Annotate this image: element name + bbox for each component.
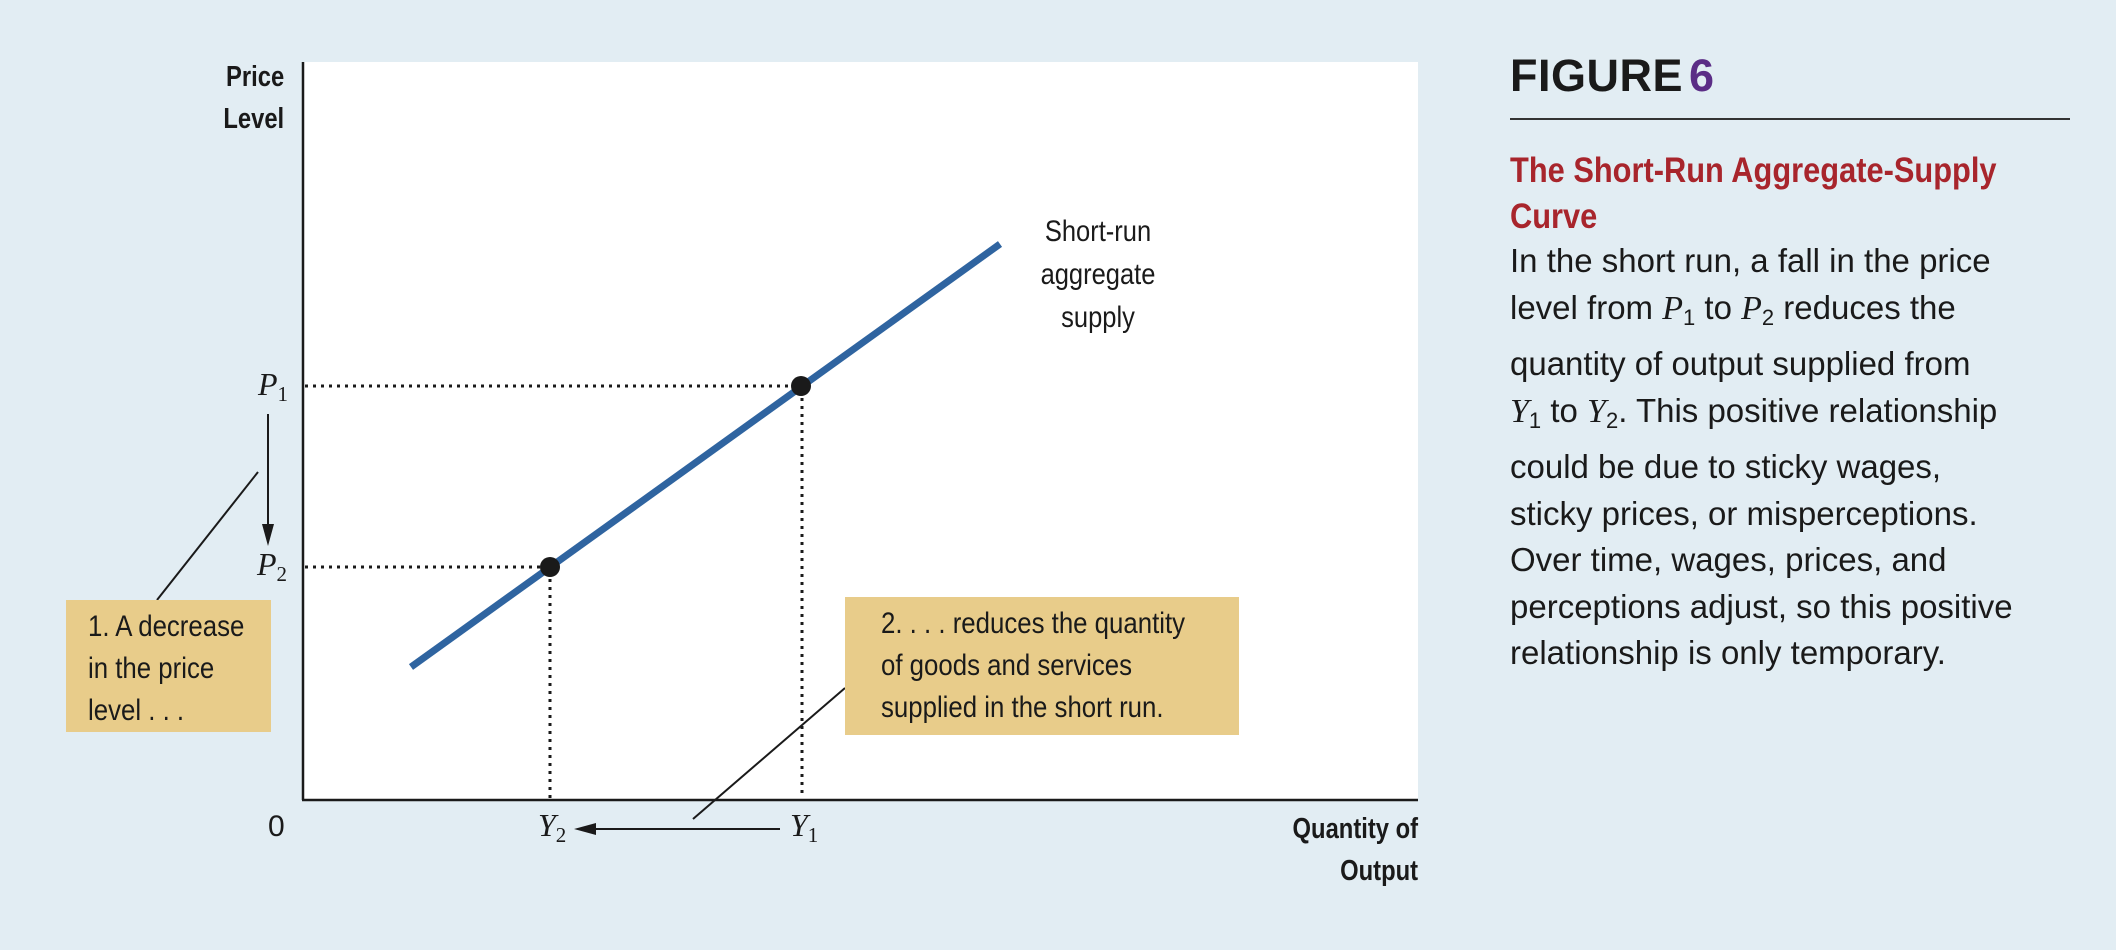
caption-line9: relationship is only temporary.: [1510, 634, 1946, 671]
curve-label-line2: aggregate: [1040, 258, 1156, 291]
sras-curve: [408, 241, 1003, 670]
callout-2-line2: of goods and services: [881, 649, 1132, 682]
caption-line3: quantity of output supplied from: [1510, 345, 1971, 382]
caption-l2-a: level from: [1510, 288, 1663, 326]
y2-sub: 2: [555, 823, 567, 847]
origin-label: 0: [268, 810, 285, 843]
caption-l2-b: to: [1695, 288, 1742, 326]
caption-line2: level from P1 to P2 reduces the: [1510, 285, 2070, 342]
y2-label: Y2: [538, 807, 566, 848]
caption-p1: P: [1662, 289, 1683, 327]
y-axis-title-line1: Price: [225, 61, 284, 93]
callout-1-line1: 1. A decrease: [88, 610, 245, 643]
callout-price-decrease: 1. A decrease in the price level . . .: [66, 600, 271, 732]
caption-y1: Y: [1510, 392, 1529, 430]
callout-2-line1: 2. . . . reduces the quantity: [881, 607, 1186, 640]
figure-title: The Short-Run Aggregate-Supply Curve: [1510, 148, 2038, 240]
x-axis-title: Quantity of Output: [1293, 808, 1418, 892]
figure-heading: FIGURE 6: [1510, 50, 2070, 112]
caption-l4-c: . This positive relationship: [1618, 391, 1998, 429]
caption-line7: Over time, wages, prices, and: [1510, 541, 1947, 578]
caption-y2-sub: 2: [1605, 407, 1619, 433]
callout-quantity-decrease: 2. . . . reduces the quantity of goods a…: [845, 597, 1239, 735]
caption-line6: sticky prices, or misperceptions.: [1510, 494, 1978, 532]
figure-number: 6: [1689, 50, 1715, 101]
callout-2-line3: supplied in the short run.: [881, 691, 1164, 724]
y1-label: Y1: [790, 807, 818, 848]
p2-label: P2: [257, 546, 287, 587]
y2-var: Y: [538, 807, 556, 843]
caption-y1-sub: 1: [1528, 407, 1542, 433]
x-axis-title-line2: Output: [1340, 855, 1418, 887]
x-axis-title-line1: Quantity of: [1292, 813, 1418, 845]
quantity-decrease-arrow: [574, 823, 780, 835]
caption-line4: Y1 to Y2. This positive relationship: [1510, 388, 2070, 445]
figure-divider: [1510, 118, 2070, 120]
y-axis-title-line2: Level: [223, 103, 284, 135]
caption-line1: In the short run, a fall in the price: [1510, 242, 1991, 279]
p1-label: P1: [258, 366, 288, 407]
figure-panel: FIGURE 6 The Short-Run Aggregate-Supply C…: [1510, 50, 2070, 677]
caption-p2-sub: 2: [1761, 304, 1775, 330]
sras-curve-label: Short-run aggregate supply: [1030, 210, 1166, 339]
caption-y2: Y: [1587, 392, 1606, 430]
caption-l4-b: to: [1541, 391, 1588, 429]
caption-l2-c: reduces the: [1774, 288, 1956, 326]
caption-line8: perceptions adjust, so this positive: [1510, 587, 2013, 625]
figure-title-line2: Curve: [1510, 197, 1598, 236]
curve-label-line1: Short-run: [1044, 215, 1152, 248]
point-p1-y1: [791, 376, 811, 396]
p2-var: P: [257, 546, 277, 582]
p1-sub: 1: [277, 382, 289, 406]
callout-2-leader: [692, 687, 846, 820]
figure-caption: In the short run, a fall in the price le…: [1510, 238, 2070, 677]
curve-label-line3: supply: [1061, 301, 1135, 334]
y1-sub: 1: [807, 823, 819, 847]
callout-1-leader: [156, 471, 259, 601]
figure-title-line1: The Short-Run Aggregate-Supply: [1510, 151, 1997, 190]
y-axis-title: Price Level: [223, 56, 284, 140]
price-decrease-arrow: [262, 414, 274, 546]
p2-sub: 2: [276, 562, 288, 586]
figure-label: FIGURE: [1510, 50, 1684, 101]
y1-var: Y: [790, 807, 808, 843]
caption-p1-sub: 1: [1683, 304, 1696, 330]
caption-p2: P: [1741, 289, 1762, 327]
point-p2-y2: [540, 557, 560, 577]
caption-line5: could be due to sticky wages,: [1510, 448, 1942, 485]
p1-var: P: [258, 366, 278, 402]
callout-1-line2: in the price: [88, 652, 215, 685]
callout-1-line3: level . . .: [88, 694, 185, 727]
